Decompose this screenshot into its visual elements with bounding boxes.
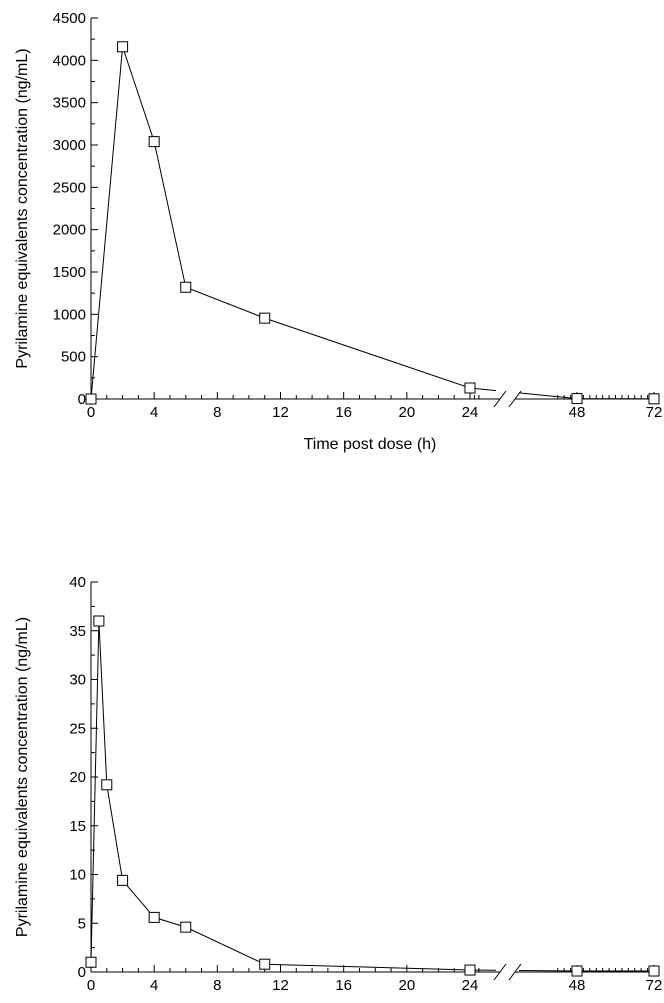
x-tick-label: 8 — [213, 977, 221, 994]
data-point-marker — [464, 382, 476, 394]
axis-break-mark — [508, 390, 522, 408]
x-tick-label: 4 — [150, 404, 158, 421]
y-tick-label: 3500 — [53, 95, 86, 112]
x-tick-label: 72 — [646, 977, 663, 994]
y-tick-label: 3000 — [53, 137, 86, 154]
y-tick-label: 1000 — [53, 306, 86, 323]
y-tick-label: 0 — [78, 964, 86, 981]
data-point-marker — [259, 958, 271, 970]
y-tick-label: 0 — [78, 391, 86, 408]
data-point-marker — [259, 312, 271, 324]
data-point-marker — [148, 136, 160, 148]
x-tick-label: 16 — [335, 977, 352, 994]
y-tick-label: 1500 — [53, 264, 86, 281]
data-point-marker — [93, 615, 105, 627]
axis-break-mark — [508, 963, 522, 981]
x-tick-label: 20 — [398, 404, 415, 421]
x-tick-label: 48 — [569, 404, 586, 421]
y-tick-label: 30 — [69, 672, 86, 689]
x-tick-label: 24 — [462, 404, 479, 421]
y-tick-label: 2000 — [53, 222, 86, 239]
axis-break-mark — [493, 963, 507, 981]
x-tick-label: 4 — [150, 977, 158, 994]
y-tick-label: 5 — [78, 915, 86, 932]
x-tick-label: 8 — [213, 404, 221, 421]
series-line — [90, 620, 654, 972]
y-tick-label: 40 — [69, 574, 86, 591]
y-tick-label: 15 — [69, 818, 86, 835]
y-tick-label: 20 — [69, 769, 86, 786]
data-point-marker — [148, 911, 160, 923]
y-tick-label: 35 — [69, 623, 86, 640]
x-axis-title: Time post dose (h) — [304, 436, 437, 453]
chart-panel-2: 0510152025303540048121620244872Time post… — [14, 574, 663, 994]
y-tick-label: 4000 — [53, 52, 86, 69]
y-tick-label: 500 — [61, 349, 86, 366]
y-tick-label: 2500 — [53, 179, 86, 196]
series-line — [90, 46, 655, 400]
y-tick-label: 10 — [69, 867, 86, 884]
y-axis-title: Pyrilamine equivalents concentration (ng… — [14, 617, 31, 937]
data-point-marker — [117, 41, 129, 53]
y-axis-title: Pyrilamine equivalents concentration (ng… — [14, 48, 31, 368]
axis-break-mark — [493, 390, 507, 408]
data-point-marker — [648, 965, 660, 977]
x-tick-label: 0 — [87, 404, 95, 421]
data-point-marker — [101, 779, 113, 791]
x-tick-label: 16 — [335, 404, 352, 421]
data-point-marker — [85, 393, 97, 405]
data-point-marker — [85, 956, 97, 968]
x-tick-label: 0 — [87, 977, 95, 994]
data-point-marker — [571, 393, 583, 405]
data-point-marker — [180, 921, 192, 933]
y-tick-label: 25 — [69, 720, 86, 737]
data-point-marker — [117, 874, 129, 886]
x-tick-label: 20 — [398, 977, 415, 994]
x-tick-label: 12 — [272, 404, 289, 421]
y-tick-label: 4500 — [53, 10, 86, 27]
x-tick-label: 24 — [462, 977, 479, 994]
x-tick-label: 12 — [272, 977, 289, 994]
data-point-marker — [571, 965, 583, 977]
data-point-marker — [464, 964, 476, 976]
data-point-marker — [648, 393, 660, 405]
x-tick-label: 72 — [646, 404, 663, 421]
x-tick-label: 48 — [569, 977, 586, 994]
data-point-marker — [180, 281, 192, 293]
